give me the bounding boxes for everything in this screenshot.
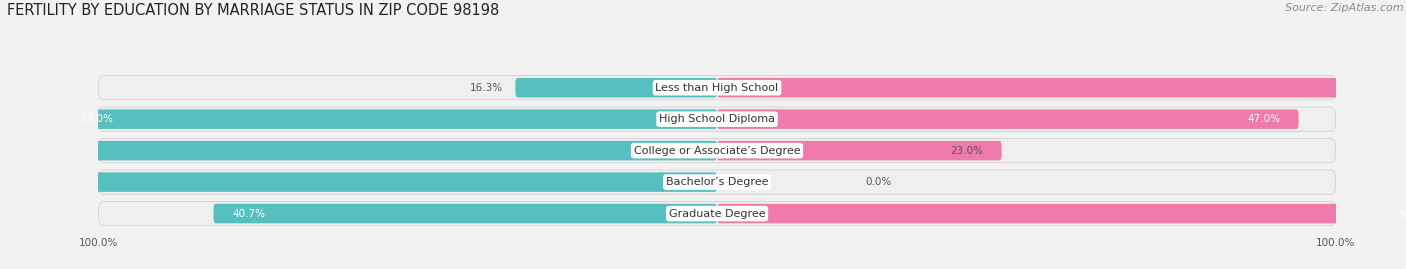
Text: 40.7%: 40.7%	[232, 208, 266, 219]
FancyBboxPatch shape	[98, 107, 1336, 131]
FancyBboxPatch shape	[0, 172, 717, 192]
Text: High School Diploma: High School Diploma	[659, 114, 775, 124]
Text: 59.3%: 59.3%	[1399, 208, 1406, 219]
Text: 53.0%: 53.0%	[80, 114, 112, 124]
Text: FERTILITY BY EDUCATION BY MARRIAGE STATUS IN ZIP CODE 98198: FERTILITY BY EDUCATION BY MARRIAGE STATU…	[7, 3, 499, 18]
FancyBboxPatch shape	[98, 201, 1336, 226]
FancyBboxPatch shape	[98, 139, 1336, 163]
Text: Source: ZipAtlas.com: Source: ZipAtlas.com	[1285, 3, 1403, 13]
FancyBboxPatch shape	[0, 141, 717, 160]
Text: Graduate Degree: Graduate Degree	[669, 208, 765, 219]
FancyBboxPatch shape	[717, 204, 1406, 223]
Text: 47.0%: 47.0%	[1247, 114, 1279, 124]
Text: Less than High School: Less than High School	[655, 83, 779, 93]
FancyBboxPatch shape	[214, 204, 717, 223]
Text: College or Associate’s Degree: College or Associate’s Degree	[634, 146, 800, 156]
FancyBboxPatch shape	[717, 141, 1001, 160]
Text: 0.0%: 0.0%	[866, 177, 891, 187]
Text: 16.3%: 16.3%	[470, 83, 503, 93]
FancyBboxPatch shape	[717, 109, 1299, 129]
FancyBboxPatch shape	[98, 76, 1336, 100]
Text: 23.0%: 23.0%	[950, 146, 983, 156]
FancyBboxPatch shape	[62, 109, 717, 129]
FancyBboxPatch shape	[98, 170, 1336, 194]
FancyBboxPatch shape	[516, 78, 717, 97]
Text: Bachelor’s Degree: Bachelor’s Degree	[666, 177, 768, 187]
FancyBboxPatch shape	[717, 78, 1406, 97]
